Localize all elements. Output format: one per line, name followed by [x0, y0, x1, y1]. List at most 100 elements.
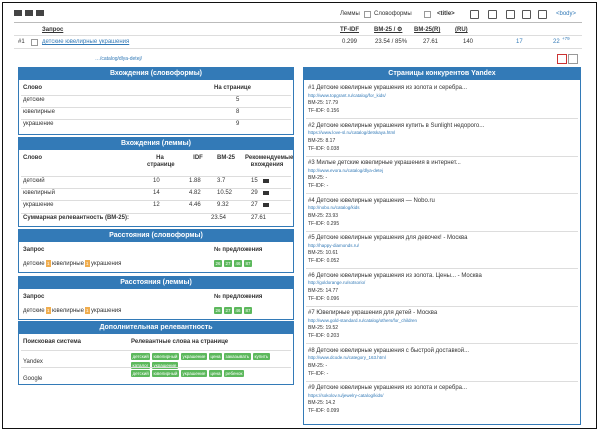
result-title: #9 Детские ювелирные украшения из золота…: [308, 385, 467, 391]
result-metric: TF-IDF: 0.156: [308, 108, 340, 114]
result-metric: BM-25: -: [308, 362, 328, 369]
result-metric: BM-25: 17.79: [308, 100, 339, 106]
word-tag: цена: [209, 370, 223, 377]
checkbox[interactable]: [364, 11, 371, 18]
column-header: Запрос: [23, 247, 45, 253]
toolbar-label: <body>: [556, 11, 577, 17]
column-header: Релевантные слова на странице: [131, 339, 229, 345]
result-metric: BM-25: 10.61: [308, 250, 339, 256]
result-title: #7 Ювелирные украшения для детей - Москв…: [308, 310, 438, 316]
button[interactable]: [568, 54, 578, 64]
query-word: детские: [23, 308, 45, 314]
result-title: #6 Детские ювелирные украшения из золота…: [308, 272, 482, 279]
query-word: украшения: [91, 308, 122, 314]
result-url: http://nobo.ru/catalog/kids: [308, 205, 360, 210]
column-header: Поисковая система: [23, 339, 81, 345]
column-header: № предложения: [214, 247, 263, 253]
result-title: #5 Детские ювелирные украшения для девоч…: [308, 235, 468, 241]
tool-icon[interactable]: [522, 10, 531, 19]
divider: [14, 22, 582, 23]
rank: #1: [18, 39, 25, 45]
word-tag: детский: [131, 370, 151, 377]
hr: [306, 343, 578, 344]
column-header: BM-25 / ⚙: [374, 27, 403, 33]
hr: [21, 119, 291, 120]
view-icon[interactable]: [25, 10, 33, 16]
toolbar-label: <title>: [437, 11, 455, 17]
button[interactable]: [557, 54, 567, 64]
total-label: Суммарная релевантность (BM-25):: [23, 215, 129, 221]
cell: 4.82: [189, 190, 201, 196]
query-word: ювелирные: [52, 261, 84, 267]
cell: ювелирный: [23, 190, 55, 196]
result-metric: TF-IDF: 0.038: [308, 145, 340, 152]
panel: Дополнительная релевантность Поисковая си…: [18, 321, 294, 385]
query-word: ювелирные: [52, 308, 84, 314]
column-header: TF-IDF: [340, 27, 359, 33]
column-header: BM-25(R): [414, 27, 441, 33]
panel-title: Расстояния (леммы): [19, 277, 293, 289]
word-tag: ребенок: [224, 370, 244, 377]
result-url: http://www.evora.ru/catalog/dlya-detej: [308, 167, 384, 173]
hr: [21, 176, 291, 177]
tool-icon[interactable]: [538, 10, 547, 19]
icon: [263, 203, 269, 207]
cell: 12: [153, 202, 160, 208]
cell: 27: [251, 202, 258, 208]
hr: [306, 268, 578, 269]
result-metric: TF-IDF: -: [308, 183, 329, 189]
hr: [21, 350, 291, 351]
panel: Страницы конкурентов Yandex #1 Детские юв…: [303, 67, 581, 425]
cell: 17: [516, 39, 523, 45]
tool-icon[interactable]: [506, 10, 515, 19]
cell: 15: [251, 178, 258, 184]
panel: Расстояния (словоформы) Запрос № предложен…: [18, 229, 294, 273]
cell: 22: [553, 39, 560, 45]
cell: 3.7: [217, 178, 226, 184]
page-url: …/catalog/dlya-detej/: [95, 56, 142, 62]
result-title: #3 Милые детские ювелирные украшения в и…: [308, 160, 461, 166]
word-tag: цена: [209, 353, 223, 360]
word-tag: купить: [253, 353, 270, 360]
checkbox: [31, 39, 38, 46]
hr: [306, 380, 578, 382]
cell: 10.52: [217, 190, 233, 196]
result-title: #4 Детские ювелирные украшения — Nobo.ru: [308, 197, 435, 204]
tool-icon[interactable]: [470, 10, 479, 19]
result-url: http://www.topgrant.ru/catalog/for_kids/: [308, 92, 386, 98]
view-icon[interactable]: [14, 10, 22, 16]
hr: [21, 107, 291, 108]
result-metric: TF-IDF: 0.096: [308, 295, 340, 302]
panel-title: Страницы конкурентов Yandex: [304, 68, 580, 80]
gap-badge: 1: [46, 307, 51, 314]
panel-title: Вхождения (леммы): [19, 138, 293, 150]
cell: 0.299: [342, 39, 358, 45]
hr: [306, 230, 578, 232]
cell: 8: [236, 109, 240, 115]
view-icon[interactable]: [36, 10, 44, 16]
hr: [306, 305, 578, 307]
result-title: #2 Детские ювелирные украшения купить в …: [308, 122, 485, 129]
column-header: Рекомендуемые вхождения: [245, 155, 294, 169]
query-link[interactable]: детские ювелирные украшения: [42, 39, 130, 45]
sentence-tag: 46: [234, 260, 243, 267]
tool-icon[interactable]: [488, 10, 497, 19]
result-title: #1 Детские ювелирные украшения из золота…: [308, 85, 467, 91]
word-tag: украшение: [181, 370, 207, 377]
result-url: http://www.dcode.ru/category_163.html: [308, 355, 386, 360]
panel-title: Дополнительная релевантность: [19, 322, 293, 334]
hr: [21, 188, 291, 189]
result-url: https://www.love-sl.ru/catalog/detskaya.…: [308, 130, 396, 135]
checkbox[interactable]: [424, 11, 431, 18]
result-url: http://goldorange.ru/sotsorio/: [308, 280, 366, 285]
column-header: BM-25: [216, 155, 235, 161]
cell: украшение: [23, 121, 54, 127]
toolbar-label: Словоформы: [374, 11, 412, 17]
icon: [263, 179, 269, 183]
result-metric: TF-IDF: 0.295: [308, 220, 340, 227]
result-metric: TF-IDF: 0.203: [308, 333, 340, 339]
divider: [14, 48, 582, 49]
engine: Yandex: [23, 359, 43, 365]
engine: Google: [23, 376, 43, 382]
